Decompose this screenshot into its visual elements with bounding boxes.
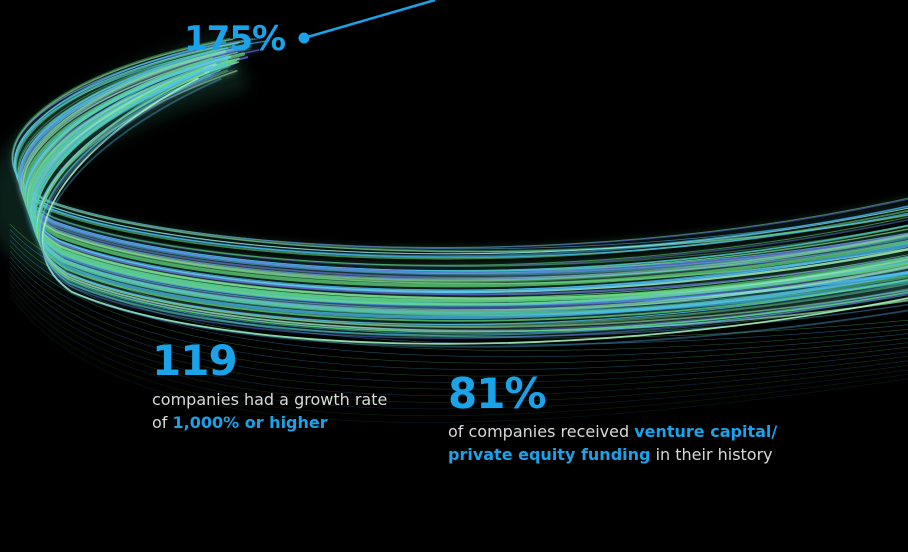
companies-stat-caption: companies had a growth rate of 1,000% or… (152, 388, 422, 434)
light-streak (39, 74, 908, 336)
companies-caption-line1: companies had a growth rate (152, 390, 388, 409)
faint-streak (9, 256, 908, 377)
companies-caption-highlight: 1,000% or higher (172, 413, 328, 432)
faint-streak (9, 294, 908, 423)
light-streak (41, 77, 908, 345)
companies-stat-value: 119 (152, 336, 238, 385)
light-streak (25, 56, 908, 296)
faint-streak (9, 272, 908, 396)
light-streak (17, 45, 908, 267)
faint-streak (9, 267, 908, 390)
funding-caption-after: in their history (650, 445, 773, 464)
faint-streak (9, 288, 908, 416)
faint-streak (9, 261, 908, 383)
funding-caption-before: of companies received (448, 422, 635, 441)
funding-caption-highlight-line2: private equity funding (448, 445, 651, 464)
faint-streak (9, 250, 908, 370)
funding-caption-highlight-line1: venture capital/ (634, 422, 778, 441)
callout-line (303, 0, 436, 40)
light-streak (14, 41, 908, 258)
funding-stat-caption: of companies received venture capital/ p… (448, 420, 828, 466)
light-streak (29, 60, 908, 306)
growth-stat-value: 175% (184, 19, 286, 59)
callout-dot (298, 32, 310, 44)
light-streak (40, 75, 908, 339)
companies-caption-prefix: of (152, 413, 173, 432)
light-streak (34, 67, 908, 322)
light-streak (22, 52, 908, 283)
faint-streak (9, 283, 908, 410)
faint-streak (9, 223, 908, 339)
light-streak (42, 77, 908, 348)
light-streak (37, 72, 908, 333)
light-streaks (0, 31, 908, 423)
light-streak (18, 46, 908, 275)
light-streak (18, 46, 908, 276)
funding-stat-value: 81% (448, 369, 547, 418)
light-streak (29, 61, 908, 307)
light-streak (12, 38, 908, 249)
light-streak (27, 58, 908, 303)
faint-streak (9, 277, 908, 403)
light-streak (27, 58, 908, 299)
faint-streak (9, 245, 908, 364)
